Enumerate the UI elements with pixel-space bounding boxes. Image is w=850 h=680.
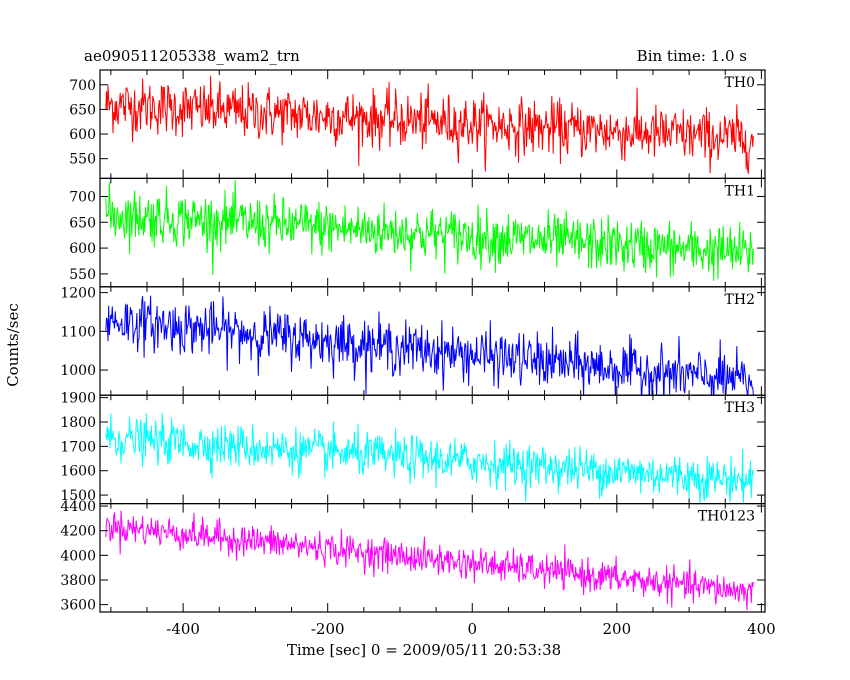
y-tick-label: 650 <box>69 102 96 118</box>
y-tick-label: 1900 <box>60 391 96 407</box>
panel-label: TH3 <box>725 400 755 416</box>
x-tick-label: 0 <box>467 620 477 638</box>
y-tick-label: 1100 <box>60 324 96 340</box>
x-tick-label: 400 <box>747 620 776 638</box>
x-tick-label: -400 <box>166 620 200 638</box>
y-tick-label: 700 <box>69 78 96 94</box>
panel-frame <box>99 286 766 396</box>
panel-frame <box>99 69 766 180</box>
panel-frame <box>99 177 766 288</box>
y-tick-label: 1800 <box>60 415 96 431</box>
x-tick-label: 200 <box>603 620 632 638</box>
panel-frame <box>99 503 766 613</box>
y-tick-label: 1600 <box>60 464 96 480</box>
panel-th0123: TH0123 3600 3800 4000 4200 4400 <box>60 499 766 614</box>
x-axis-label: Time [sec] 0 = 2009/05/11 20:53:38 <box>287 641 561 659</box>
y-tick-label: 550 <box>69 267 96 283</box>
series-line-th2 <box>105 295 754 396</box>
bin-time-label: Bin time: 1.0 s <box>637 47 747 65</box>
y-tick-label: 1200 <box>60 286 96 302</box>
series-line-th0123 <box>105 510 754 611</box>
chart-title: ae090511205338_wam2_trn <box>84 47 300 65</box>
y-tick-label: 600 <box>69 241 96 257</box>
panels-group: TH0 550 600 650 700 TH1 550 600 650 700 TH2 1000 110… <box>60 69 766 614</box>
panel-th2: TH2 1000 1100 1200 <box>60 286 766 396</box>
x-tick-label: -200 <box>311 620 345 638</box>
y-tick-label: 550 <box>69 152 96 168</box>
y-tick-label: 1500 <box>60 488 96 504</box>
series-line-th1 <box>105 179 754 282</box>
panel-label: TH0123 <box>698 509 755 525</box>
series-line-th0 <box>105 75 754 174</box>
y-tick-label: 3600 <box>60 598 96 614</box>
panel-th3: TH3 1500 1600 1700 1800 1900 <box>60 391 766 505</box>
y-tick-label: 600 <box>69 127 96 143</box>
y-tick-label: 4000 <box>60 548 96 564</box>
panel-label: TH2 <box>725 292 755 308</box>
y-tick-label: 650 <box>69 215 96 231</box>
y-tick-label: 4200 <box>60 524 96 540</box>
y-tick-label: 700 <box>69 189 96 205</box>
panel-frame <box>99 394 766 505</box>
y-tick-label: 4400 <box>60 499 96 515</box>
y-tick-label: 3800 <box>60 573 96 589</box>
x-tick-labels: -400 -200 0 200 400 <box>166 620 775 638</box>
series-line-th3 <box>105 412 754 504</box>
panel-label: TH0 <box>725 75 755 91</box>
panel-th1: TH1 550 600 650 700 <box>69 177 766 288</box>
y-axis-label: Counts/sec <box>4 303 22 387</box>
y-tick-label: 1000 <box>60 363 96 379</box>
y-tick-label: 1700 <box>60 439 96 455</box>
panel-th0: TH0 550 600 650 700 <box>69 69 766 180</box>
panel-label: TH1 <box>725 183 755 199</box>
